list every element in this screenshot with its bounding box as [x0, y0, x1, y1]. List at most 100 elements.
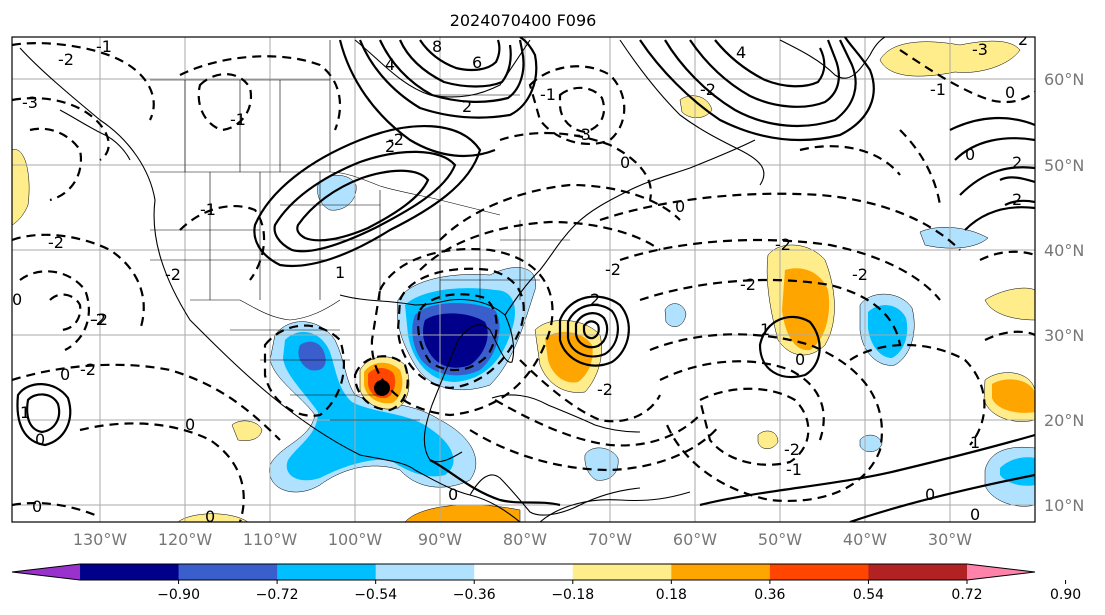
contour-label: -2: [80, 360, 96, 379]
contour-positive-east-1: [949, 117, 1035, 131]
colorbar-tick-label: 0.90: [1050, 587, 1081, 603]
contour-positive-labrador-1: [639, 37, 875, 142]
latitude-label: 50°N: [1044, 156, 1084, 175]
contour-label: -1: [930, 80, 946, 99]
contour-positive-east-4: [999, 176, 1035, 206]
colorbar-extend-high: [967, 564, 1035, 580]
contour-label: 1: [20, 403, 30, 422]
colorbar-segment: [572, 564, 672, 580]
coast-labrador: [619, 39, 765, 186]
longitude-label: 90°W: [418, 530, 462, 549]
contour-positive-atlantic-3: [574, 312, 609, 349]
contour-label: 0: [965, 145, 975, 164]
coast-greenland: [779, 37, 886, 79]
coast-east-us: [504, 139, 756, 316]
contour-positive-northern-plains-1: [253, 125, 482, 267]
colorbar-segment: [375, 564, 475, 580]
coast-cuba: [491, 394, 641, 433]
contour-label: 1: [970, 433, 980, 452]
contour-label: 2: [1012, 190, 1022, 209]
negative-anomaly-tropical-east-mid: [1000, 457, 1035, 486]
contour-positive-northern-plains-3: [296, 169, 430, 242]
contour-negative-atlantic-10: [799, 145, 901, 176]
longitude-label: 80°W: [503, 530, 547, 549]
contour-label: -2: [775, 235, 791, 254]
longitude-label: 50°W: [758, 530, 802, 549]
contour-negative-atlantic-6: [649, 333, 883, 502]
longitude-label: 120°W: [158, 530, 213, 549]
latitude-label: 60°N: [1044, 70, 1084, 89]
colorbar-segment: [277, 564, 377, 580]
contour-label: -1: [96, 37, 112, 56]
longitude-label: 40°W: [843, 530, 887, 549]
colorbar-segment: [769, 564, 869, 580]
positive-anomaly-gulf-core: [374, 380, 390, 396]
latitude-label: 30°N: [1044, 326, 1084, 345]
us-canada-border: [150, 171, 501, 216]
contour-negative-atlantic-7: [849, 343, 986, 446]
colorbar-tick-label: −0.18: [551, 587, 594, 603]
province-lines: [150, 40, 520, 172]
contour-label: -1: [540, 85, 556, 104]
latitude-label: 10°N: [1044, 496, 1084, 515]
negative-anomaly-mexico-strong: [298, 341, 326, 371]
contour-label: 1: [335, 263, 345, 282]
contour-label: 2: [1012, 153, 1022, 172]
contour-positive-west-pacific: [16, 383, 72, 447]
colorbar-segment: [474, 564, 574, 580]
figure-title: 2024070400 F096: [450, 11, 597, 30]
contour-positive-east-3: [959, 166, 1035, 231]
contour-label: -2: [165, 265, 181, 284]
contour-label: 0: [32, 497, 42, 516]
contour-negative-rockies: [197, 73, 253, 132]
contour-label: 0: [970, 505, 980, 524]
contour-negative-great-lakes-1: [439, 183, 681, 241]
contour-label: 0: [795, 350, 805, 369]
contour-negative-atlantic-9: [899, 129, 942, 206]
contour-positive-labrador-4: [714, 39, 826, 88]
coast-south-america: [539, 491, 691, 522]
contour-label: 4: [736, 43, 746, 62]
contour-zero-mid-atlantic: [758, 315, 821, 379]
contour-positive-atlantic-4: [582, 320, 600, 340]
colorbar-extend-low: [12, 564, 80, 580]
contour-zero-south-central: [429, 459, 561, 507]
contour-negative-southeast-1: [396, 267, 525, 390]
contour-negative-atlantic-8: [899, 49, 1035, 104]
coast-hudson-bay: [354, 39, 531, 98]
positive-anomaly-pacific-small: [231, 420, 263, 441]
contour-label: 0: [675, 197, 685, 216]
contour-label: 0: [448, 485, 458, 504]
contour-positive-atlantic-2: [566, 303, 619, 358]
contour-label: -2: [48, 233, 64, 252]
map-frame: [11, 36, 1036, 523]
contour-label: 0: [12, 290, 22, 309]
contour-negative-west-coast: [179, 205, 266, 281]
contour-negative-pacific-6: [49, 293, 82, 332]
longitude-label: 110°W: [243, 530, 298, 549]
positive-anomaly-west-pacific: [12, 149, 30, 226]
colorbar: −0.90 −0.72 −0.54 −0.36 −0.18 0.18 0.36 0.54 0.7…: [11, 563, 1081, 603]
contour-negative-mexico: [263, 324, 345, 417]
colorbar-segment: [80, 564, 180, 580]
contour-positive-canada-5: [338, 39, 496, 158]
contour-label: -1: [230, 110, 246, 129]
coast-gulf-of-mexico: [339, 294, 515, 463]
contour-zero-south-east: [699, 433, 1035, 507]
colorbar-tick-label: 0.36: [754, 587, 785, 603]
contour-negative-pacific-2: [12, 97, 110, 161]
positive-anomaly-tropical-atlantic: [757, 430, 779, 449]
colorbar-tick-label: −0.90: [157, 587, 200, 603]
map-panel: -2 -1 -3 -2 -1 -2 0 -3 -2 -2 -2 -2 -1 -2…: [11, 36, 1036, 526]
contour-label: 0: [925, 485, 935, 504]
contour-positive-labrador-3: [689, 39, 840, 108]
contour-label: -2: [740, 275, 756, 294]
colorbar-tick-label: 0.72: [951, 587, 982, 603]
contour-negative-pacific-3: [29, 127, 83, 202]
colorbar-segment: [671, 564, 771, 580]
latitude-label: 40°N: [1044, 241, 1084, 260]
contour-label: 2: [462, 97, 472, 116]
contour-label: 0: [205, 507, 215, 526]
contour-positive-northern-plains-2: [273, 150, 457, 253]
coast-north-america-west: [19, 47, 521, 522]
